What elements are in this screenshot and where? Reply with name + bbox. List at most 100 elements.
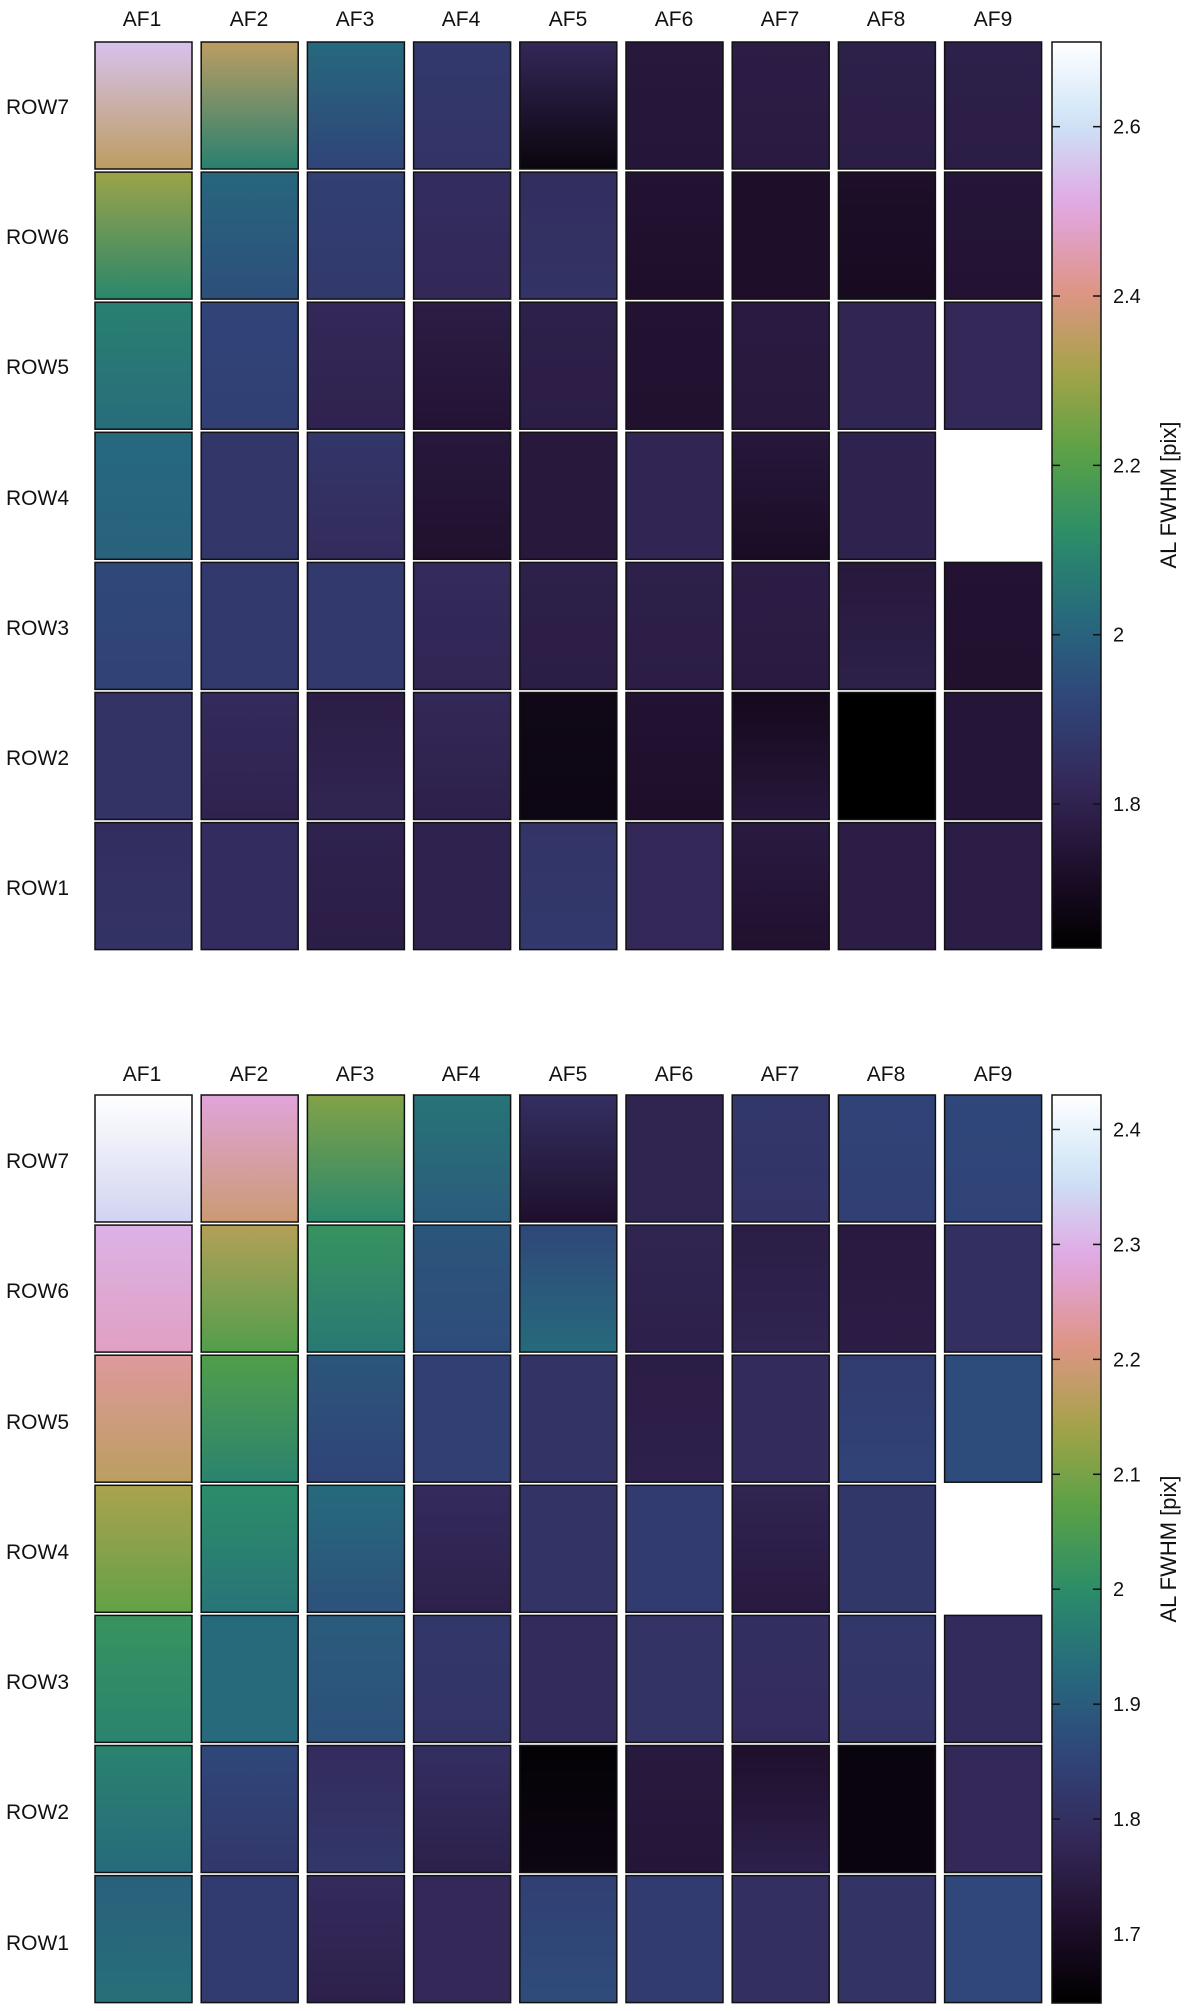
column-label-af4: AF4 xyxy=(442,1063,481,1086)
heatmap-cell xyxy=(837,1224,937,1353)
row-label-row1: ROW1 xyxy=(6,877,69,900)
heatmap-cell xyxy=(306,1744,406,1874)
heatmap-cell xyxy=(519,1354,618,1483)
colorbar-ticks: 1.7 1.8 1.9 2 2.1 2.2 2.3 2.4 xyxy=(1052,1119,1141,1946)
heatmap-cell xyxy=(837,691,937,821)
heatmap-cell xyxy=(519,431,618,561)
heatmap-cell xyxy=(306,1094,406,1223)
heatmap-cell xyxy=(731,1354,830,1483)
heatmap-cell xyxy=(412,1614,512,1744)
heatmap-cell xyxy=(837,41,937,170)
colorbar-tick-label: 2.1 xyxy=(1113,1464,1141,1486)
colorbar-label: AL FWHM [pix] xyxy=(1156,1475,1181,1622)
heatmap-cell xyxy=(412,1224,512,1353)
heatmap-cell xyxy=(625,1484,724,1614)
heatmap-cell xyxy=(625,1354,724,1483)
heatmap-cell xyxy=(519,1484,618,1614)
heatmap-cell xyxy=(94,561,193,691)
heatmap-cell xyxy=(200,1744,299,1874)
heatmap-cell xyxy=(94,1354,193,1483)
column-label-af1: AF1 xyxy=(123,8,162,31)
heatmap-cell xyxy=(200,41,299,170)
column-label-af7: AF7 xyxy=(761,1063,800,1086)
heatmap-cell xyxy=(200,561,299,691)
heatmap-cells xyxy=(94,1094,1043,2004)
heatmap-cell xyxy=(200,431,299,561)
row-label-row3: ROW3 xyxy=(6,617,69,640)
heatmap-cell xyxy=(625,821,724,951)
heatmap-panel-bottom: AF1 AF2 AF3 AF4 AF5 AF6 AF7 AF8 AF9 ROW7… xyxy=(6,1063,1181,2004)
heatmap-cell xyxy=(731,41,830,170)
column-label-af7: AF7 xyxy=(761,8,800,31)
heatmap-cell xyxy=(731,1614,830,1744)
row-label-row5: ROW5 xyxy=(6,356,69,379)
column-label-af9: AF9 xyxy=(974,1063,1013,1086)
column-label-af6: AF6 xyxy=(655,8,694,31)
colorbar-tick-label: 2.4 xyxy=(1113,286,1141,308)
row-label-row3: ROW3 xyxy=(6,1671,69,1694)
heatmap-cell xyxy=(306,821,406,951)
row-label-row4: ROW4 xyxy=(6,1541,69,1564)
heatmap-cell xyxy=(519,1614,618,1744)
heatmap-cell xyxy=(200,1094,299,1223)
heatmap-cell xyxy=(519,561,618,691)
heatmap-cell xyxy=(200,1354,299,1483)
heatmap-cell xyxy=(94,691,193,821)
heatmap-cell xyxy=(306,431,406,561)
heatmap-cell xyxy=(943,171,1043,300)
column-label-af8: AF8 xyxy=(867,1063,906,1086)
heatmap-cell xyxy=(306,171,406,300)
heatmap-cell xyxy=(306,301,406,430)
heatmap-cell xyxy=(625,41,724,170)
heatmap-cell xyxy=(412,301,512,430)
column-label-af8: AF8 xyxy=(867,8,906,31)
heatmap-cell xyxy=(943,1094,1043,1223)
row-labels: ROW7 ROW6 ROW5 ROW4 ROW3 ROW2 ROW1 xyxy=(6,96,69,900)
heatmap-cell xyxy=(412,561,512,691)
heatmap-cell xyxy=(94,171,193,300)
heatmap-cell xyxy=(837,1094,937,1223)
heatmap-cell xyxy=(519,1094,618,1223)
heatmap-cell xyxy=(519,41,618,170)
heatmap-cell xyxy=(519,1224,618,1353)
row-label-row1: ROW1 xyxy=(6,1932,69,1955)
colorbar-tick-label: 2.2 xyxy=(1113,1349,1141,1371)
heatmap-cell xyxy=(731,561,830,691)
heatmap-cell xyxy=(94,1614,193,1744)
row-label-row7: ROW7 xyxy=(6,1150,69,1173)
heatmap-cell xyxy=(94,1094,193,1223)
heatmap-cell xyxy=(837,301,937,430)
column-label-af3: AF3 xyxy=(336,8,375,31)
colorbar-tick-label: 2 xyxy=(1113,1579,1124,1601)
column-label-af5: AF5 xyxy=(549,8,588,31)
heatmap-cell xyxy=(94,301,193,430)
colorbar-tick-label: 1.7 xyxy=(1113,1924,1141,1946)
heatmap-cell xyxy=(519,301,618,430)
column-label-af6: AF6 xyxy=(655,1063,694,1086)
heatmap-cell xyxy=(306,561,406,691)
colorbar-gradient xyxy=(1051,41,1102,949)
row-label-row6: ROW6 xyxy=(6,1280,69,1303)
heatmap-cell xyxy=(94,1744,193,1874)
heatmap-cell xyxy=(306,41,406,170)
heatmap-cell xyxy=(837,1484,937,1614)
heatmap-cell xyxy=(200,1614,299,1744)
heatmap-cell xyxy=(94,41,193,170)
heatmap-cell xyxy=(943,821,1043,951)
heatmap-cell xyxy=(625,301,724,430)
column-label-af1: AF1 xyxy=(123,1063,162,1086)
column-label-af9: AF9 xyxy=(974,8,1013,31)
heatmap-cell xyxy=(837,1874,937,2004)
heatmap-cell xyxy=(412,821,512,951)
heatmap-cell xyxy=(943,691,1043,821)
heatmap-cell xyxy=(200,1224,299,1353)
colorbar-tick-label: 2.3 xyxy=(1113,1234,1141,1256)
heatmap-cell xyxy=(412,171,512,300)
heatmap-cell xyxy=(519,691,618,821)
colorbar-gradient xyxy=(1051,1094,1102,2004)
heatmap-cell xyxy=(943,1744,1043,1874)
colorbar-label: AL FWHM [pix] xyxy=(1156,421,1181,568)
heatmap-cell xyxy=(625,431,724,561)
row-label-row6: ROW6 xyxy=(6,226,69,249)
